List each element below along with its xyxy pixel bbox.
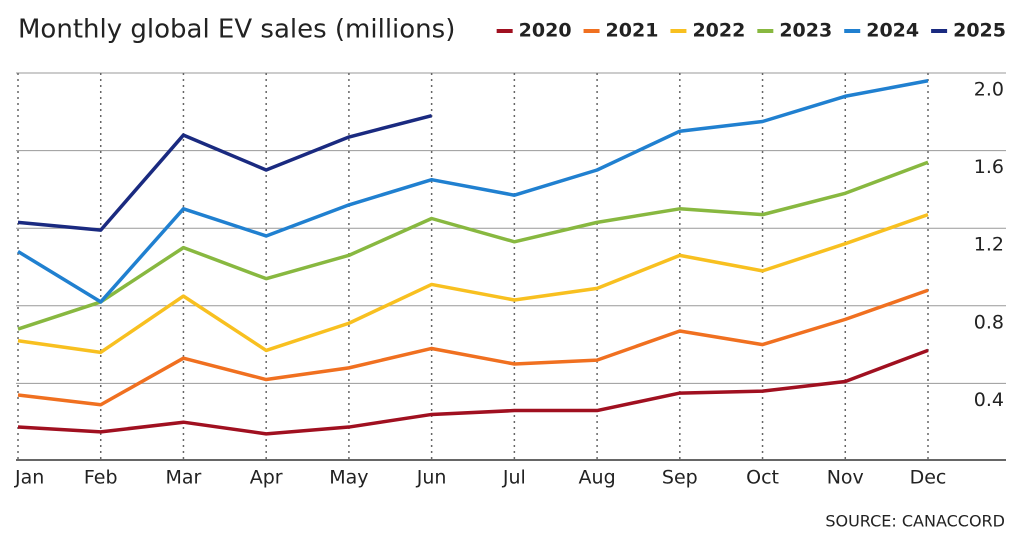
x-tick-label: Jan — [14, 467, 44, 489]
source: SOURCE: CANACCORD — [825, 512, 1005, 531]
series-line — [17, 113, 433, 232]
legend-label: 2024 — [866, 20, 919, 42]
y-tick-label: 1.2 — [974, 234, 1004, 256]
x-tick-label: Aug — [579, 467, 616, 489]
y-tick-label: 2.0 — [974, 79, 1004, 101]
legend-label: 2021 — [606, 20, 659, 42]
legend-label: 2023 — [779, 20, 832, 42]
x-tick-label: Oct — [746, 467, 779, 489]
legend-label: 2025 — [953, 20, 1006, 42]
x-tick-label: Nov — [827, 467, 864, 489]
series-line — [17, 288, 929, 407]
x-tick-label: May — [329, 467, 368, 489]
x-tick-label: Mar — [166, 467, 202, 489]
chart-title: Monthly global EV sales (millions) — [18, 15, 455, 45]
y-tick-label: 1.6 — [974, 156, 1004, 178]
x-tick-label: Feb — [84, 467, 118, 489]
x-tick-label: Apr — [250, 467, 283, 489]
legend-label: 2020 — [519, 20, 572, 42]
x-tick-label: Jul — [502, 467, 526, 489]
y-tick-label: 0.8 — [974, 311, 1004, 333]
legend-label: 2022 — [692, 20, 745, 42]
x-tick-label: Jun — [416, 467, 447, 489]
series-line — [17, 348, 929, 436]
series-line — [17, 79, 929, 304]
series-line — [17, 212, 929, 355]
x-tick-label: Dec — [910, 467, 947, 489]
series-line — [17, 160, 929, 331]
y-tick-label: 0.4 — [974, 389, 1004, 411]
x-tick-label: Sep — [662, 467, 698, 489]
